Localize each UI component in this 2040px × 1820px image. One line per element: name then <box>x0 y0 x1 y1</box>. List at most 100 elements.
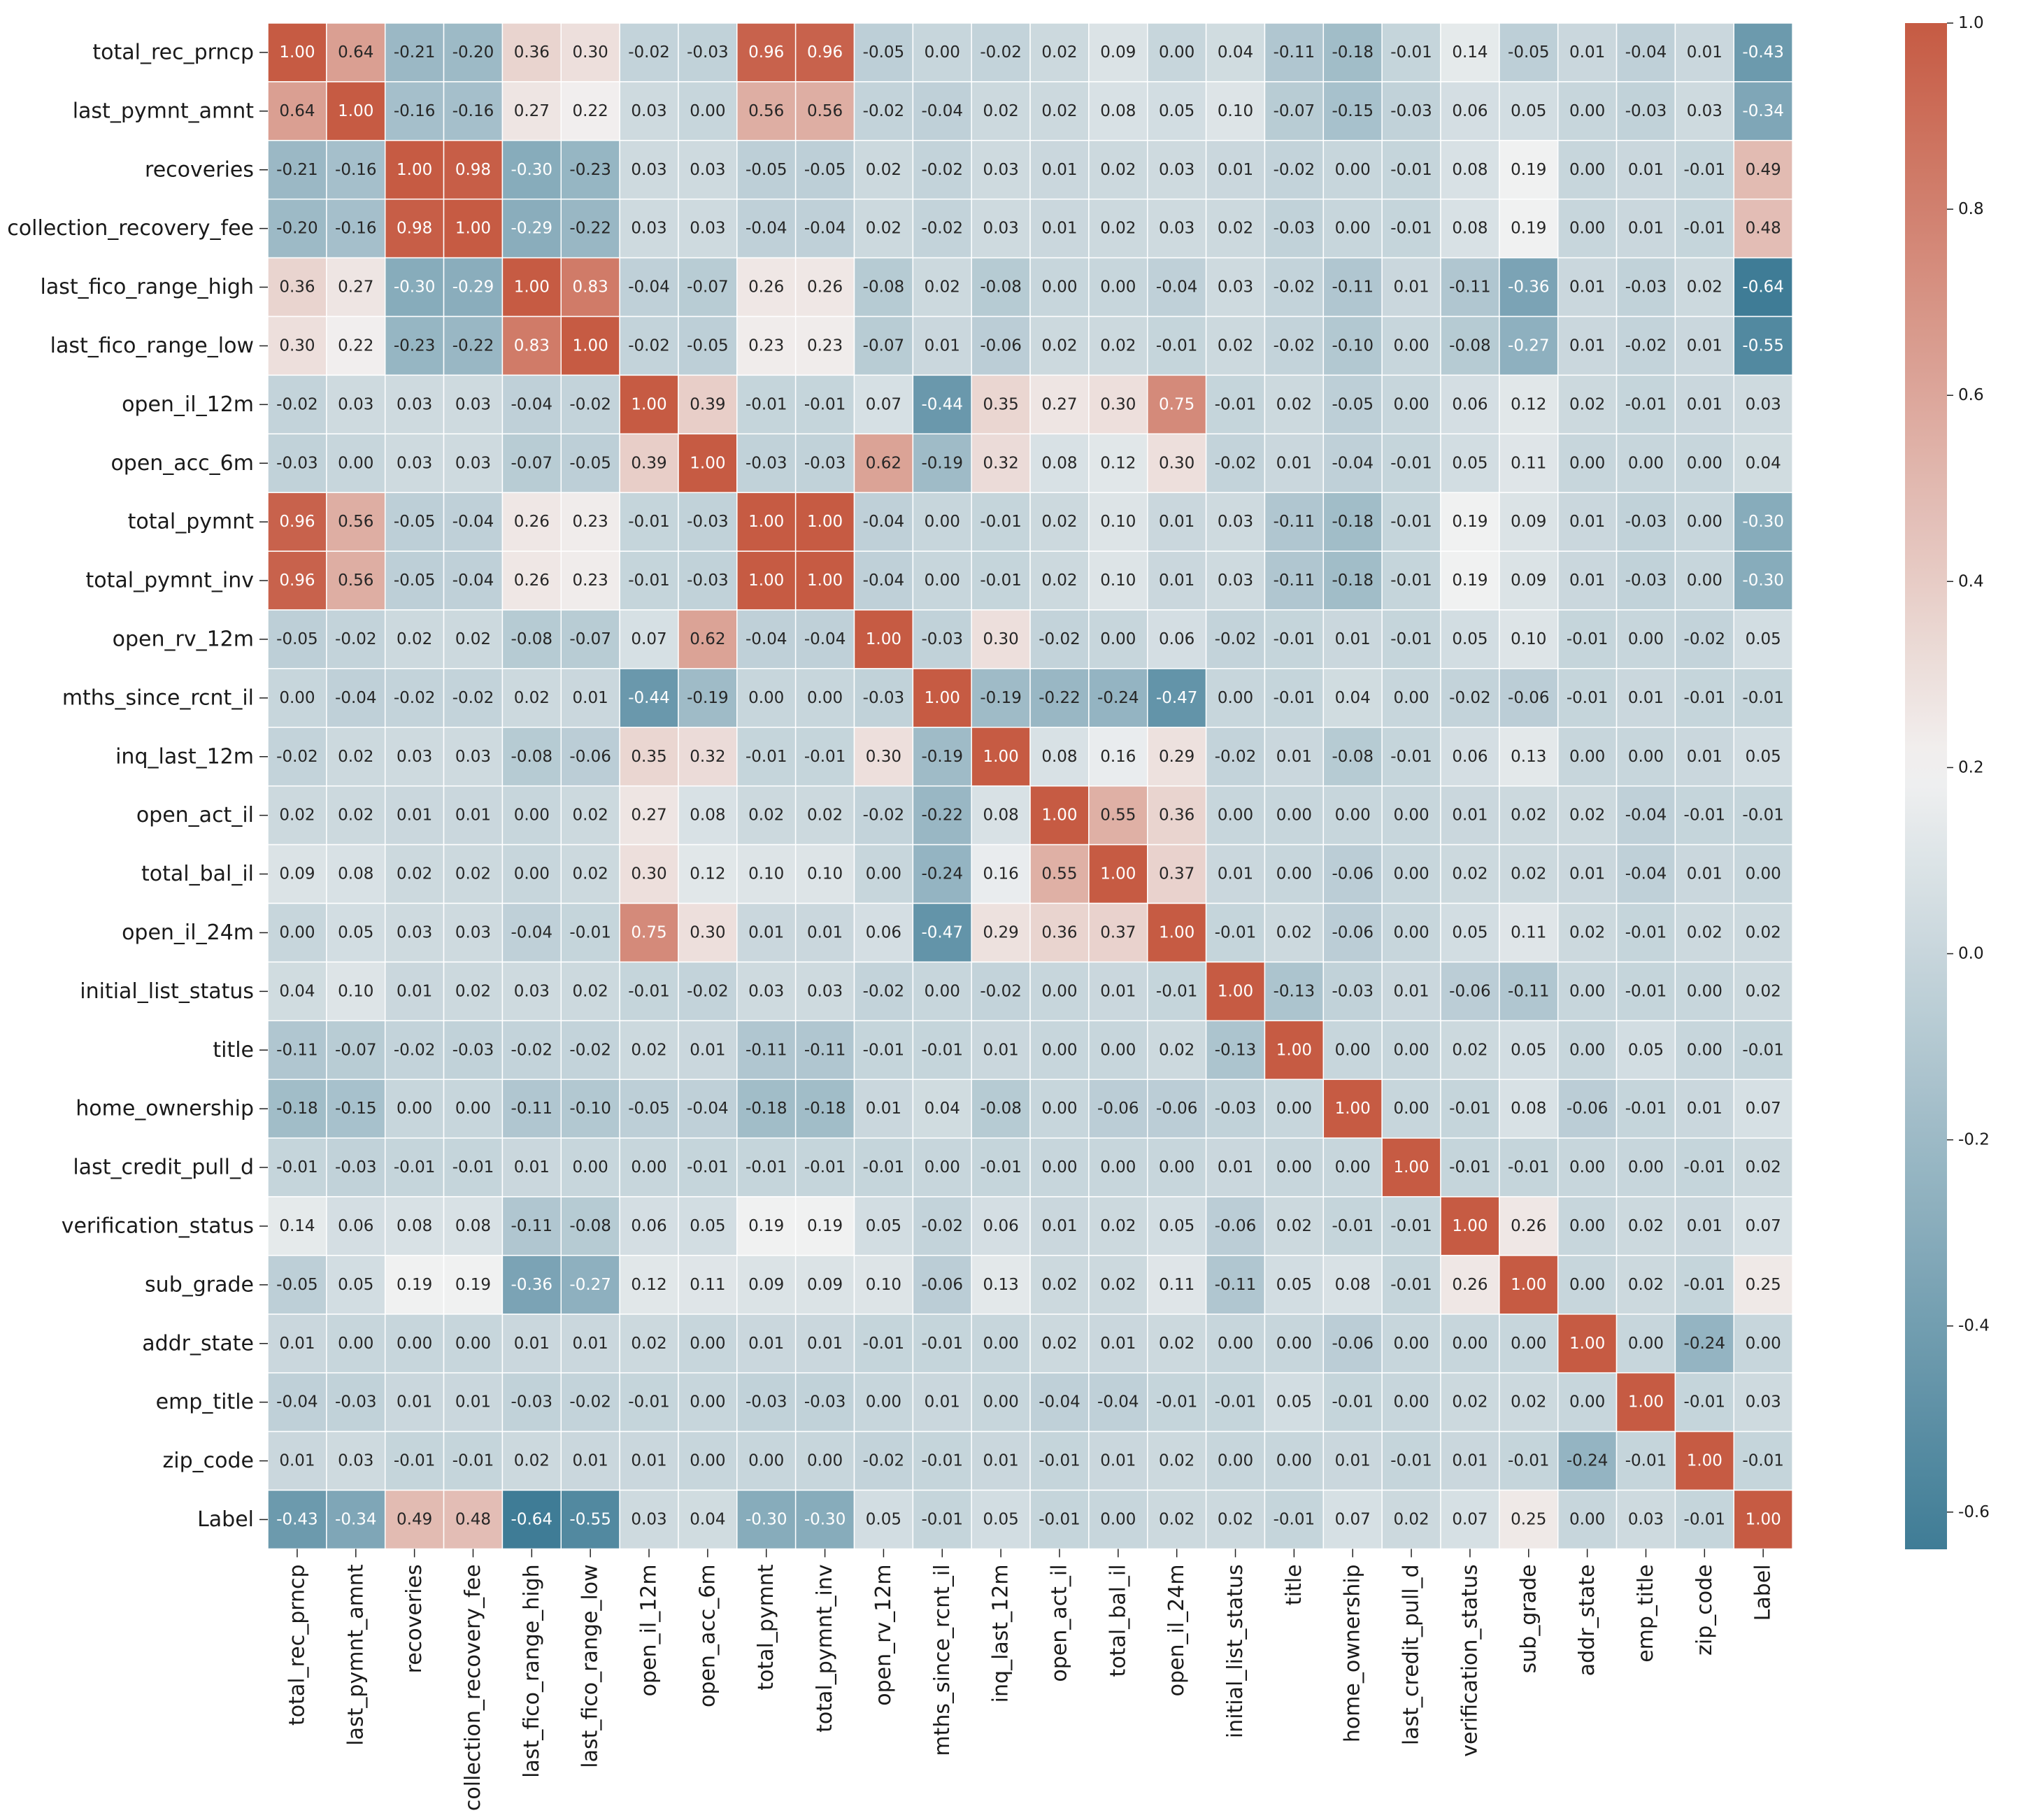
heatmap-cell <box>912 140 972 200</box>
cell-value-label: 0.19 <box>397 1276 432 1294</box>
heatmap-cell <box>853 902 914 963</box>
cell-value-label: 0.02 <box>1100 1217 1136 1235</box>
cell-value-label: -0.01 <box>1684 1510 1726 1528</box>
cell-value-label: 0.01 <box>1628 161 1664 179</box>
cell-value-label: 0.02 <box>1746 923 1781 941</box>
heatmap-cell <box>1205 1489 1266 1550</box>
cell-value-label: -0.07 <box>1274 102 1315 120</box>
heatmap-cell <box>443 1314 504 1374</box>
cell-value-label: 0.01 <box>1218 865 1253 883</box>
heatmap-cell <box>736 609 797 669</box>
heatmap-cell <box>1147 1372 1207 1432</box>
cell-value-label: 0.01 <box>983 1041 1019 1059</box>
heatmap-cell <box>1205 550 1266 611</box>
cell-value-label: 0.01 <box>1569 571 1605 590</box>
cell-value-label: -0.03 <box>276 454 318 472</box>
cell-value-label: 0.05 <box>690 1217 725 1235</box>
heatmap-cell <box>1499 22 1559 83</box>
cell-value-label: -0.01 <box>804 748 846 766</box>
cell-value-label: 0.03 <box>631 102 666 120</box>
heatmap-cell <box>1088 1314 1148 1374</box>
heatmap-cell <box>1440 315 1500 376</box>
heatmap-cell <box>1147 1079 1207 1139</box>
cell-value-label: 0.02 <box>1569 806 1605 825</box>
cell-value-label: 1.00 <box>397 161 432 179</box>
cell-value-label: -0.01 <box>1390 454 1432 472</box>
heatmap-cell <box>1264 609 1325 669</box>
heatmap-cell <box>1440 609 1500 669</box>
cell-value-label: 0.02 <box>455 865 491 883</box>
heatmap-cell <box>1733 1020 1793 1080</box>
cell-value-label: 0.23 <box>748 336 784 355</box>
row-tick-label: recoveries <box>145 157 254 182</box>
heatmap-cell <box>678 1079 738 1139</box>
cell-value-label: 0.00 <box>1393 336 1429 355</box>
heatmap-cell <box>384 257 445 318</box>
heatmap-cell <box>1264 1196 1325 1256</box>
heatmap-cell <box>1147 257 1207 318</box>
heatmap-cell <box>1557 727 1618 787</box>
cell-value-label: 0.00 <box>866 865 901 883</box>
heatmap-cell <box>267 374 327 435</box>
heatmap-cell <box>794 961 855 1022</box>
row-tick-label: Label <box>197 1507 254 1532</box>
column-tick-label: open_rv_12m <box>871 1564 896 1705</box>
cell-value-label: 0.08 <box>338 865 373 883</box>
heatmap-cell <box>1264 1430 1325 1491</box>
cell-value-label: 0.01 <box>397 982 432 1000</box>
cell-value-label: -0.01 <box>1332 1393 1374 1412</box>
cell-value-label: 0.01 <box>1687 1217 1722 1235</box>
cell-value-label: 0.00 <box>1393 865 1429 883</box>
heatmap-cell <box>1147 668 1207 728</box>
cell-value-label: -0.03 <box>1625 571 1667 590</box>
cell-value-label: -0.01 <box>628 1393 670 1412</box>
cell-value-label: -0.01 <box>1039 1510 1080 1528</box>
heatmap-cell <box>1674 140 1734 200</box>
cell-value-label: 0.19 <box>1511 161 1546 179</box>
cell-value-label: -0.06 <box>1508 689 1550 707</box>
heatmap-cell <box>1615 1430 1676 1491</box>
cell-value-label: 0.08 <box>1452 161 1488 179</box>
heatmap-cell <box>1264 550 1325 611</box>
cell-value-label: 0.01 <box>1276 454 1312 472</box>
heatmap-cell <box>619 1137 679 1197</box>
cell-value-label: -0.30 <box>511 161 553 179</box>
cell-value-label: -0.02 <box>276 395 318 413</box>
heatmap-cell <box>1029 1430 1090 1491</box>
column-labels: total_rec_prncp last_pymnt_amnt recoveries… <box>285 1549 1776 1811</box>
heatmap-cell <box>794 1196 855 1256</box>
cell-value-label: 0.00 <box>1218 1335 1253 1353</box>
cell-value-label: 0.00 <box>397 1100 432 1118</box>
heatmap-cell <box>1147 1430 1207 1491</box>
heatmap-cell <box>384 1372 445 1432</box>
cell-value-label: -0.03 <box>746 454 787 472</box>
heatmap-cell <box>1674 785 1734 846</box>
cell-value-label: 0.02 <box>1041 513 1077 531</box>
cell-value-label: -0.04 <box>863 571 905 590</box>
heatmap-cell <box>1147 1489 1207 1550</box>
cell-value-label: -0.04 <box>746 630 787 648</box>
cell-value-label: 0.13 <box>1511 748 1546 766</box>
cell-value-label: -0.11 <box>1332 278 1374 297</box>
heatmap-cell <box>326 902 386 963</box>
cell-value-label: 0.00 <box>925 1158 960 1176</box>
cell-value-label: 0.01 <box>279 1452 315 1470</box>
cell-value-label: -0.03 <box>1274 220 1315 238</box>
heatmap-cell <box>1499 1020 1559 1080</box>
cell-value-label: 0.26 <box>807 278 843 297</box>
cell-value-label: 0.05 <box>1511 102 1546 120</box>
heatmap-cell <box>501 844 562 904</box>
heatmap-cell <box>1322 1489 1383 1550</box>
colorbar-tick-label: -0.2 <box>1958 1131 1990 1149</box>
heatmap-cell <box>1440 902 1500 963</box>
heatmap-cell <box>678 668 738 728</box>
column-tick-label: zip_code <box>1692 1564 1717 1655</box>
heatmap-cell <box>794 902 855 963</box>
cell-value-label: -0.02 <box>569 395 611 413</box>
cell-value-label: -0.16 <box>335 220 377 238</box>
heatmap-cell <box>1088 785 1148 846</box>
cell-value-label: -0.02 <box>980 982 1022 1000</box>
heatmap-cell <box>1381 140 1441 200</box>
heatmap-cell <box>1088 902 1148 963</box>
row-tick-label: open_il_24m <box>122 920 254 945</box>
